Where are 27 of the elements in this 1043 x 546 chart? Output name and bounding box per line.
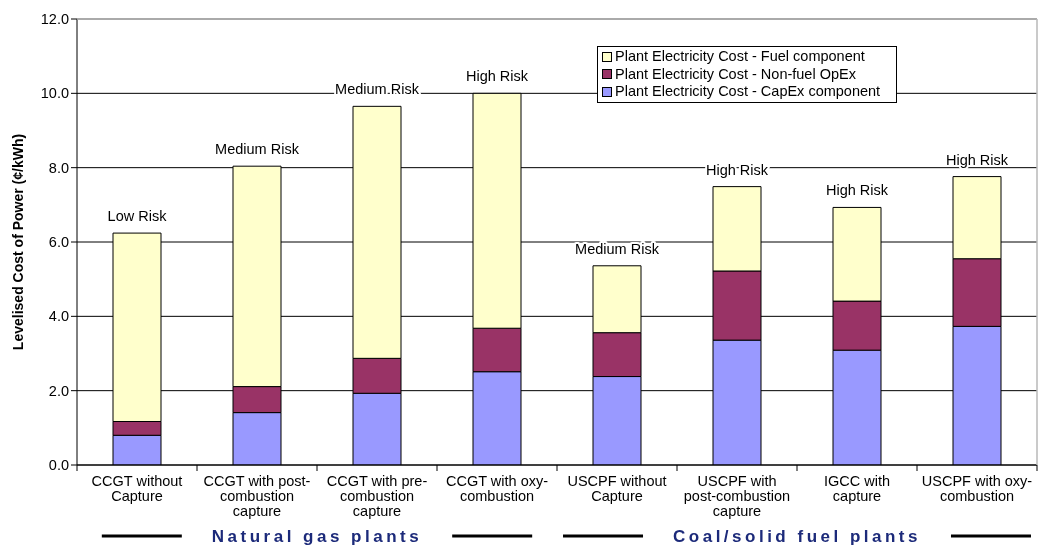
y-tick-label: 2.0 [48,382,69,399]
annotation: High Risk [825,182,889,199]
text: Natural gas plants [211,527,423,546]
y-tick-label: 8.0 [48,159,69,176]
legend-label: Plant Electricity Cost - CapEx component [615,83,881,101]
x-tick-label: USCPF without Capture [567,473,667,504]
y-axis-title: Levelised Cost of Power (¢/kWh) [10,133,26,351]
y-tick-label: 12.0 [40,11,69,28]
x-tick-label: CCGT with post-combustion capture [203,473,311,519]
x-tick-label: USCPF with post-combustion capture [683,473,791,519]
y-tick-label: 4.0 [48,308,69,325]
y-tick-label: 0.0 [48,457,69,474]
x-tick-label: USCPF with oxy-combustion [921,473,1033,504]
x-tick-label: CCGT without Capture [91,473,183,504]
annotation: High Risk [945,151,1009,168]
x-tick-label: CCGT with oxy-combustion [445,473,549,504]
legend-label: Plant Electricity Cost - Fuel component [615,48,865,66]
legend-label: Plant Electricity Cost - Non-fuel OpEx [615,65,856,84]
annotation: Medium Risk [215,141,300,158]
y-tick-label: 6.0 [48,234,69,251]
annotation: High Risk [465,68,529,85]
x-tick-label: IGCC with capture [823,473,891,504]
annotation: Medium Risk [575,240,660,257]
annotation: Low Risk [107,208,168,225]
y-tick-label: 10.0 [40,85,69,102]
text: Coal/solid fuel plants [673,527,921,546]
x-tick-label: CCGT with pre-combustion capture [326,473,428,519]
